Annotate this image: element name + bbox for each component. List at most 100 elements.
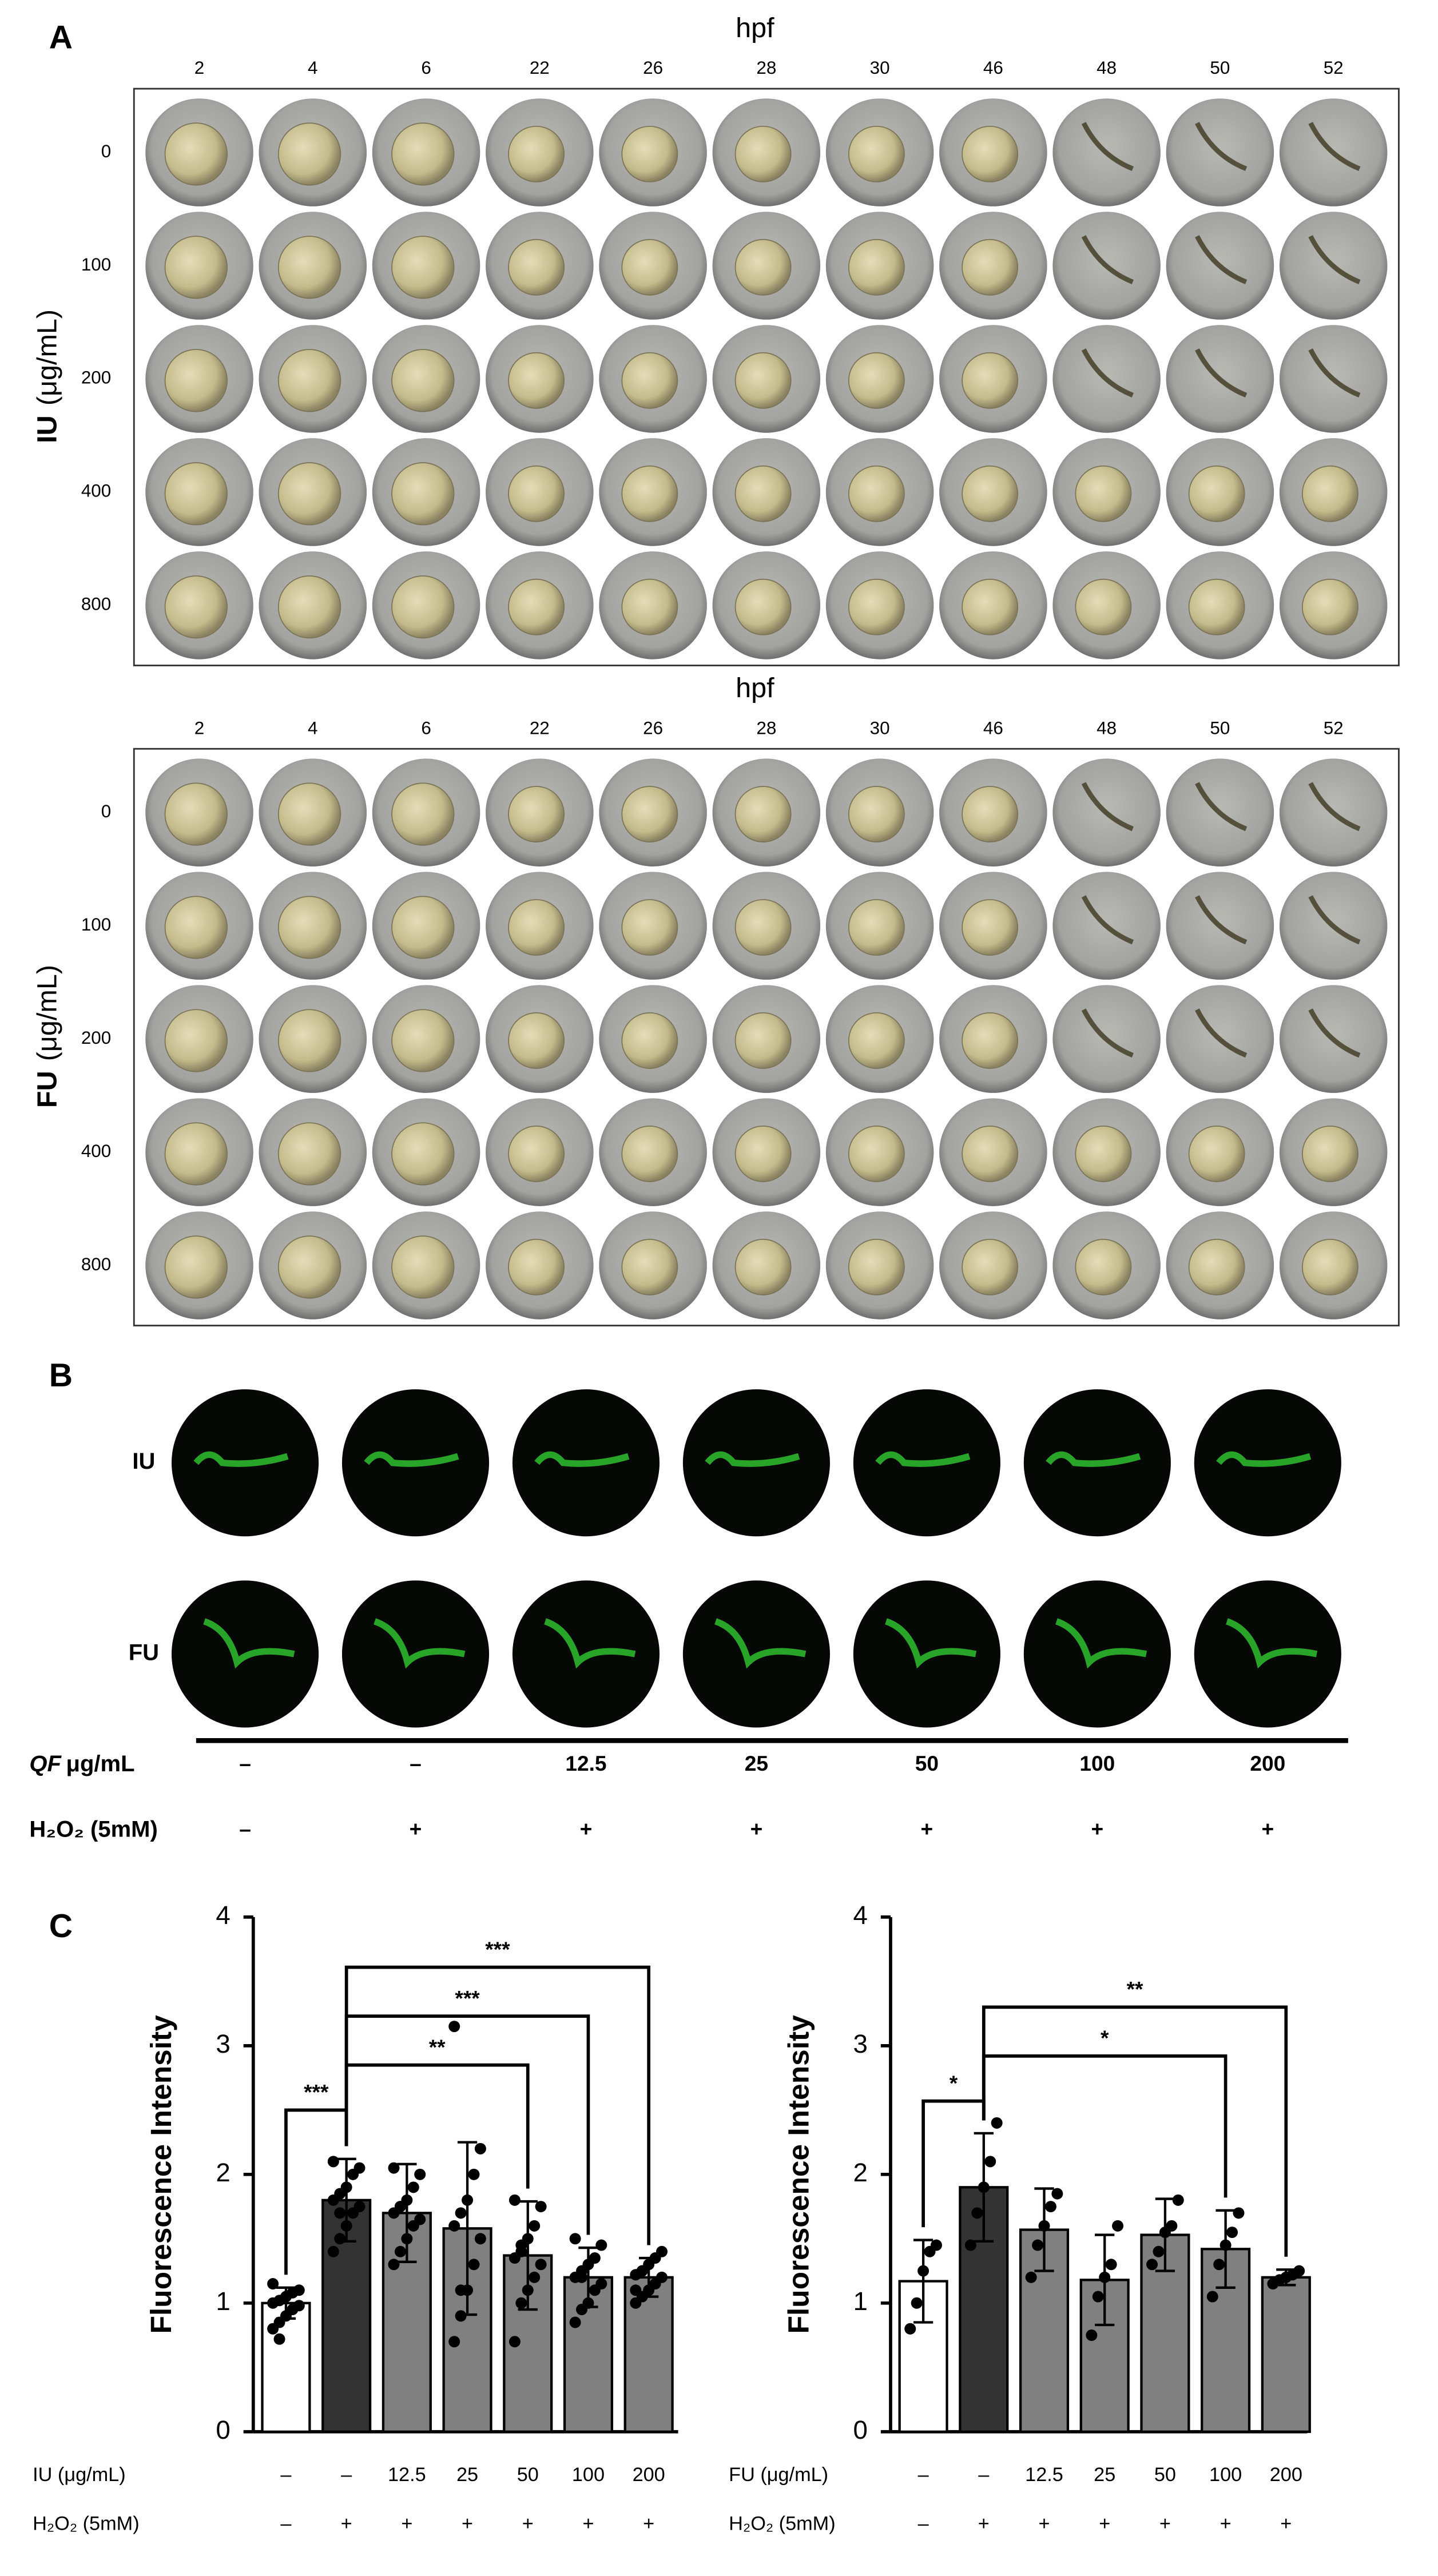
embryo [1075,578,1132,635]
embryo [391,1122,455,1186]
axis-title-bold: FU [32,1071,63,1108]
data-point [474,2142,486,2154]
x-tick-label: 25 [1094,2464,1115,2486]
data-point [917,2265,929,2277]
embryo [1188,1239,1245,1295]
x-row-label: H₂O₂ (5mM) [729,2513,836,2535]
treatment-value: – [410,1751,422,1775]
embryo [1188,1126,1245,1182]
column-label: 46 [983,718,1003,738]
data-point [327,2156,339,2168]
larva-signal [374,1618,466,1669]
larva-signal [1046,1451,1141,1467]
data-point [407,2181,419,2193]
treatment-label-text: H₂O₂ (5mM) [29,1816,157,1842]
data-point [589,2252,601,2264]
larva-signal [364,1451,459,1467]
y-tick-label: 4 [216,1901,230,1930]
x-tick-label: 100 [1209,2464,1242,2486]
embryo [277,1009,341,1072]
data-point [535,2201,547,2213]
embryo [277,122,341,186]
treatment-value: + [522,2513,534,2535]
treatment-value: + [1220,2513,1232,2535]
embryo [848,1126,905,1182]
embryo [391,782,455,846]
treatment-value: + [643,2513,654,2535]
row-label: 400 [81,1141,111,1161]
y-tick-label: 1 [216,2287,230,2316]
treatment-value: 50 [915,1751,939,1775]
larva [1081,235,1134,285]
x-row-label: IU (μg/mL) [33,2464,126,2486]
embryo [621,1126,678,1182]
data-point [1032,2239,1044,2251]
treatment-value: 100 [1079,1751,1115,1775]
treatment-value: + [921,1816,933,1840]
column-label: 46 [983,58,1003,78]
embryo [962,899,1019,956]
treatment-value: – [239,1816,251,1840]
larva [1081,895,1134,945]
embryo [734,125,792,182]
column-label: 30 [870,58,890,78]
column-label: 4 [308,718,317,738]
data-point [656,2271,668,2283]
treatment-value: + [1038,2513,1050,2535]
data-point [576,2271,588,2283]
embryo [962,1012,1019,1069]
treatment-value: + [1159,2513,1171,2535]
data-point [984,2156,996,2168]
treatment-value: + [410,1816,422,1840]
treatment-value: + [462,2513,473,2535]
larva [1308,895,1361,945]
embryo [391,1235,455,1299]
data-point [293,2300,305,2312]
embryo [848,125,905,182]
data-point [515,2239,527,2251]
embryo [1188,578,1245,635]
column-label: 26 [643,718,663,738]
data-point [448,2021,460,2033]
embryo [164,462,228,526]
data-point [522,2284,534,2296]
data-point [293,2284,305,2296]
embryo [962,786,1019,842]
data-point [509,2336,521,2348]
embryo [277,575,341,639]
bar [1261,2276,1311,2433]
embryo [962,125,1019,182]
y-tick-label: 3 [216,2029,230,2058]
column-label: 2 [194,718,204,738]
embryo [962,352,1019,409]
embryo [164,349,228,412]
data-point [474,2233,486,2245]
row-label: 100 [81,915,111,935]
embryo [277,896,341,959]
embryo [621,465,678,522]
row-label: 800 [81,594,111,614]
data-point [340,2220,352,2232]
data-point [636,2265,648,2277]
data-point [1293,2265,1305,2277]
data-point [595,2278,607,2290]
data-point [1086,2329,1098,2342]
data-point [388,2259,400,2271]
data-point [353,2162,366,2174]
data-point [267,2278,279,2290]
embryo [1075,1126,1132,1182]
embryo [391,349,455,412]
y-tick-label: 0 [216,2415,230,2444]
embryo [848,1012,905,1069]
embryo [621,899,678,956]
data-point [991,2117,1003,2129]
data-point [1206,2291,1218,2303]
embryo [391,122,455,186]
embryo [962,238,1019,296]
data-point [414,2213,426,2225]
column-label: 48 [1097,718,1117,738]
embryo [734,578,792,635]
column-label: 52 [1324,718,1344,738]
